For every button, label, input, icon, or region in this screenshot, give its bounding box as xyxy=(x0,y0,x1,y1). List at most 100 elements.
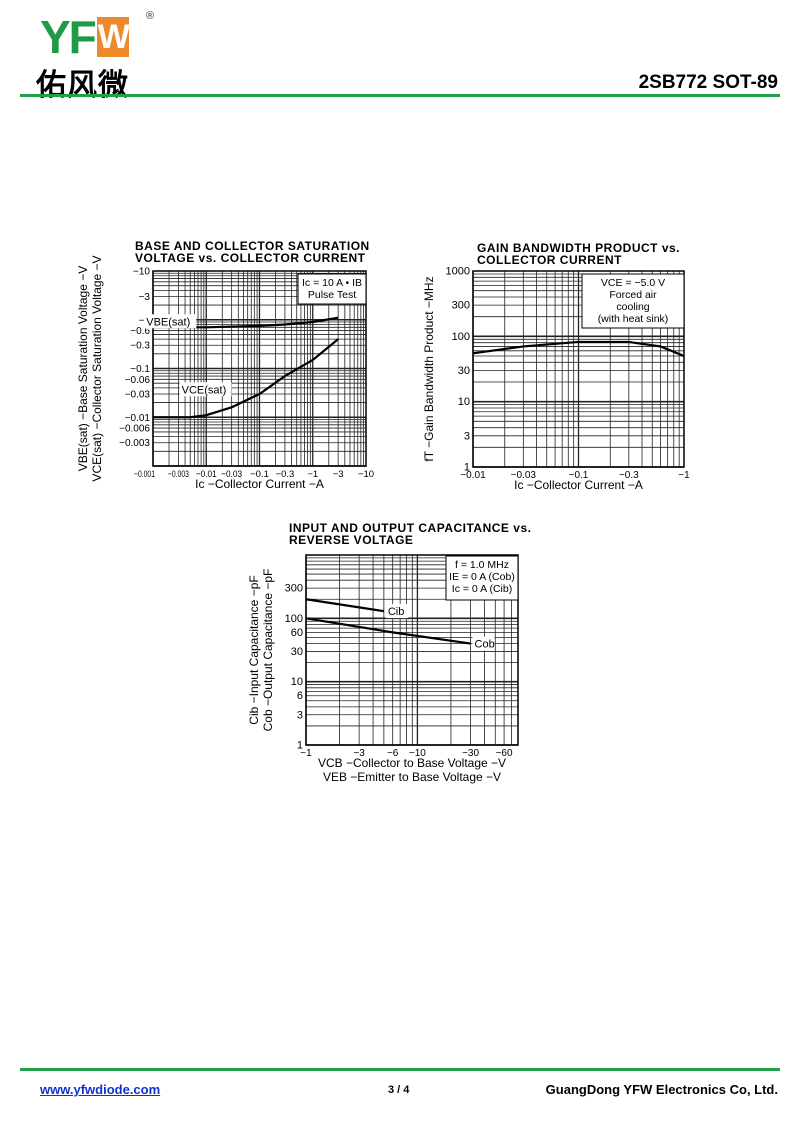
x-tick-label: −0.001 xyxy=(134,469,155,480)
series-label-bg xyxy=(144,314,197,329)
annotation-text: cooling xyxy=(616,301,649,313)
y-tick-label: 100 xyxy=(285,613,303,625)
y-tick-label: 6 xyxy=(297,690,303,702)
plot-frame xyxy=(305,554,519,746)
x-tick-label: −0.1 xyxy=(569,470,589,481)
y-tick-label: −0.6 xyxy=(130,326,150,337)
annotation-box xyxy=(297,273,367,305)
y-tick-label: 300 xyxy=(452,300,470,312)
x-tick-label: −1 xyxy=(307,469,318,480)
chart-title: REVERSE VOLTAGE xyxy=(289,533,413,547)
plot-frame xyxy=(472,270,685,468)
y-tick-label: 3 xyxy=(464,430,470,442)
y-tick-label: −3 xyxy=(139,292,151,303)
y-tick-label: 10 xyxy=(458,396,470,408)
series-line-ft xyxy=(472,340,685,358)
series-label-bg xyxy=(385,604,408,619)
annotation-text: VCE = −5.0 V xyxy=(601,277,665,289)
y-tick-label: 1000 xyxy=(446,266,470,278)
plot-frame xyxy=(152,270,367,467)
series-label: VBE(sat) xyxy=(146,316,190,328)
x-tick-label: −3 xyxy=(353,748,365,759)
x-axis-label: Ic −Collector Current −A xyxy=(195,477,324,491)
y-tick-label: 300 xyxy=(285,583,303,595)
y-tick-label: 30 xyxy=(458,365,470,377)
series-line-vcesat xyxy=(153,338,339,419)
series-label: Cob xyxy=(475,639,495,651)
x-tick-label: −3 xyxy=(333,469,344,480)
y-tick-label: 100 xyxy=(452,331,470,343)
page-number: 3 / 4 xyxy=(388,1084,410,1096)
y-tick-label: 3 xyxy=(297,709,303,721)
y-tick-label: −0.1 xyxy=(130,364,150,375)
chart-title: COLLECTOR CURRENT xyxy=(477,253,622,267)
y-tick-label: −0.06 xyxy=(125,375,151,386)
y-tick-label: 1 xyxy=(297,740,303,752)
logo-chinese-name: 佑风微 xyxy=(36,68,129,103)
series-label-bg xyxy=(472,636,495,651)
series-line-cob xyxy=(305,617,471,645)
annotation-text: Ic = 10 A • IB xyxy=(302,277,362,289)
y-tick-label: −0.3 xyxy=(130,341,150,352)
y-tick-label: 60 xyxy=(291,627,303,639)
x-tick-label: −10 xyxy=(409,748,426,759)
x-tick-label: −0.3 xyxy=(276,469,295,480)
y-tick-label: −0.006 xyxy=(119,424,150,435)
chart-title: GAIN BANDWIDTH PRODUCT vs. xyxy=(477,241,680,255)
header-divider xyxy=(20,94,780,97)
part-number: 2SB772 SOT-89 xyxy=(638,72,778,93)
x-tick-label: −1 xyxy=(300,748,312,759)
chart-title: VOLTAGE vs. COLLECTOR CURRENT xyxy=(135,251,366,265)
y-tick-label: −0.003 xyxy=(119,438,150,449)
annotation-text: Ic = 0 A (Cib) xyxy=(452,583,512,595)
y-axis-label: VCE(sat) −Collector Saturation Voltage −… xyxy=(90,255,104,481)
y-axis-label: VBE(sat) −Base Saturation Voltage −V xyxy=(76,266,90,471)
annotation-text: IE = 0 A (Cob) xyxy=(449,571,515,583)
x-tick-label: −6 xyxy=(387,748,399,759)
x-tick-label: −0.03 xyxy=(511,470,537,481)
y-tick-label: −10 xyxy=(133,267,150,278)
y-tick-label: −0.03 xyxy=(125,389,151,400)
annotation-box xyxy=(445,555,519,601)
y-tick-label: 30 xyxy=(291,646,303,658)
x-tick-label: −30 xyxy=(462,748,479,759)
y-tick-label: 10 xyxy=(291,676,303,688)
x-tick-label: −10 xyxy=(358,469,374,480)
chart-3: INPUT AND OUTPUT CAPACITANCE vs.REVERSE … xyxy=(247,521,531,784)
y-axis-label: Cob −Output Capacitance −pF xyxy=(261,569,275,732)
x-tick-label: −0.01 xyxy=(196,469,217,480)
registered-mark: ® xyxy=(146,10,155,22)
footer-divider xyxy=(20,1068,780,1071)
company-logo: YFW xyxy=(40,11,130,63)
y-axis-label: fT −Gain Bandwidth Product −MHz xyxy=(422,276,436,461)
x-tick-label: −0.3 xyxy=(619,470,639,481)
annotation-text: Forced air xyxy=(609,289,657,301)
x-tick-label: −0.003 xyxy=(168,469,189,480)
annotation-text: (with heat sink) xyxy=(598,313,669,325)
series-line-cib xyxy=(305,598,385,613)
x-tick-label: −0.03 xyxy=(221,469,242,480)
company-name: GuangDong YFW Electronics Co, Ltd. xyxy=(545,1082,778,1097)
annotation-box xyxy=(581,273,685,329)
y-axis-label: Cib −Input Capacitance −pF xyxy=(247,575,261,724)
y-tick-label: 1 xyxy=(464,462,470,474)
annotation-text: Pulse Test xyxy=(308,289,356,301)
x-tick-label: −60 xyxy=(496,748,513,759)
series-line-vbesat xyxy=(153,316,339,329)
series-label: Cib xyxy=(388,606,405,618)
x-tick-label: −0.1 xyxy=(250,469,269,480)
y-tick-label: −0.01 xyxy=(125,413,151,424)
annotation-text: f = 1.0 MHz xyxy=(455,559,509,571)
series-label: VCE(sat) xyxy=(182,384,227,396)
x-axis-label: VEB −Emitter to Base Voltage −V xyxy=(323,770,501,784)
series-label-bg xyxy=(179,382,232,397)
x-axis-label: VCB −Collector to Base Voltage −V xyxy=(318,756,506,770)
website-link[interactable]: www.yfwdiode.com xyxy=(40,1082,161,1097)
x-tick-label: −1 xyxy=(678,470,690,481)
chart-2: GAIN BANDWIDTH PRODUCT vs.COLLECTOR CURR… xyxy=(422,241,690,492)
x-tick-label: −0.01 xyxy=(460,470,486,481)
chart-title: INPUT AND OUTPUT CAPACITANCE vs. xyxy=(289,521,531,535)
